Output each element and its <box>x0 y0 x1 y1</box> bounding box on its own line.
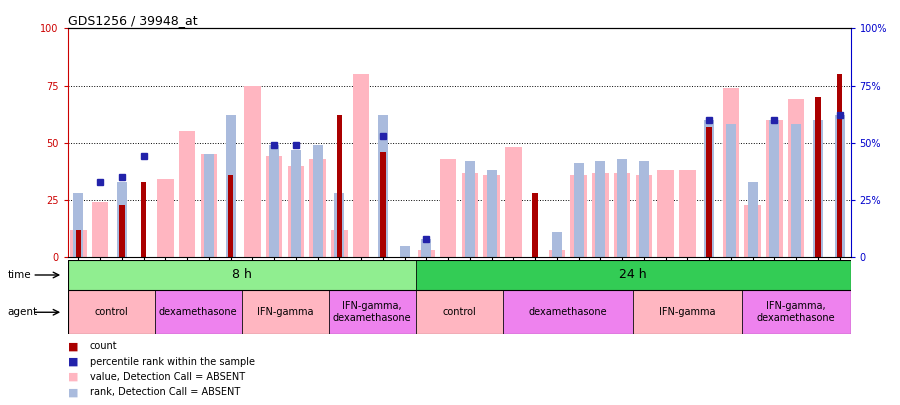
Bar <box>266 156 283 257</box>
Text: control: control <box>442 307 476 317</box>
Bar <box>596 161 606 257</box>
Bar <box>704 120 714 257</box>
Text: IFN-gamma,
dexamethasone: IFN-gamma, dexamethasone <box>757 301 835 323</box>
Text: IFN-gamma,
dexamethasone: IFN-gamma, dexamethasone <box>333 301 411 323</box>
Bar <box>680 170 696 257</box>
Bar <box>440 159 456 257</box>
Bar <box>639 161 649 257</box>
Bar <box>462 173 478 257</box>
Text: ■: ■ <box>68 372 78 382</box>
Bar <box>312 145 322 257</box>
Bar <box>328 290 416 334</box>
Bar <box>353 74 369 257</box>
Text: agent: agent <box>7 307 37 317</box>
Text: ■: ■ <box>68 341 78 351</box>
Bar <box>179 131 195 257</box>
Bar <box>92 202 108 257</box>
Bar <box>416 260 850 290</box>
Bar <box>70 230 86 257</box>
Text: ■: ■ <box>68 388 78 397</box>
Bar <box>117 182 127 257</box>
Bar <box>76 230 81 257</box>
Bar <box>155 290 241 334</box>
Bar <box>228 175 233 257</box>
Bar <box>400 246 410 257</box>
Bar <box>337 115 342 257</box>
Bar <box>487 170 497 257</box>
Bar <box>378 115 388 257</box>
Bar <box>766 120 782 257</box>
Bar <box>571 175 587 257</box>
Bar <box>813 120 823 257</box>
Bar <box>68 260 416 290</box>
Bar <box>158 179 174 257</box>
Bar <box>706 127 712 257</box>
Text: count: count <box>90 341 118 351</box>
Bar <box>418 250 435 257</box>
Bar <box>226 115 236 257</box>
Bar <box>483 175 500 257</box>
Bar <box>791 124 801 257</box>
Bar <box>723 88 739 257</box>
Bar <box>770 120 779 257</box>
Bar <box>331 230 347 257</box>
Bar <box>421 239 431 257</box>
Bar <box>658 170 674 257</box>
Bar <box>74 193 84 257</box>
Text: dexamethasone: dexamethasone <box>158 307 238 317</box>
Bar <box>288 166 304 257</box>
Bar <box>788 99 805 257</box>
Text: value, Detection Call = ABSENT: value, Detection Call = ABSENT <box>90 372 245 382</box>
Bar <box>141 182 147 257</box>
Bar <box>742 290 850 334</box>
Bar <box>834 115 844 257</box>
Bar <box>465 161 475 257</box>
Text: rank, Detection Call = ABSENT: rank, Detection Call = ABSENT <box>90 388 240 397</box>
Bar <box>748 182 758 257</box>
Bar <box>291 149 301 257</box>
Bar <box>614 173 630 257</box>
Bar <box>204 154 214 257</box>
Bar <box>592 173 608 257</box>
Bar <box>68 290 155 334</box>
Bar <box>837 74 842 257</box>
Text: percentile rank within the sample: percentile rank within the sample <box>90 357 255 367</box>
Bar <box>815 97 821 257</box>
Bar <box>241 290 328 334</box>
Bar <box>635 175 652 257</box>
Bar <box>726 124 736 257</box>
Bar <box>552 232 562 257</box>
Text: time: time <box>7 270 31 280</box>
Text: ■: ■ <box>68 357 78 367</box>
Text: dexamethasone: dexamethasone <box>528 307 608 317</box>
Text: IFN-gamma: IFN-gamma <box>256 307 313 317</box>
Bar <box>533 193 538 257</box>
Bar <box>244 85 260 257</box>
Bar <box>573 163 583 257</box>
Bar <box>380 152 385 257</box>
Bar <box>269 145 279 257</box>
Bar <box>335 193 345 257</box>
Text: IFN-gamma: IFN-gamma <box>659 307 716 317</box>
Text: 8 h: 8 h <box>231 269 251 281</box>
Bar <box>416 290 502 334</box>
Bar <box>502 290 633 334</box>
Bar <box>119 205 124 257</box>
Text: GDS1256 / 39948_at: GDS1256 / 39948_at <box>68 14 197 27</box>
Bar <box>549 250 565 257</box>
Bar <box>617 159 627 257</box>
Bar <box>744 205 760 257</box>
Bar <box>633 290 742 334</box>
Bar <box>310 159 326 257</box>
Text: control: control <box>94 307 128 317</box>
Bar <box>201 154 217 257</box>
Text: 24 h: 24 h <box>619 269 647 281</box>
Bar <box>505 147 521 257</box>
